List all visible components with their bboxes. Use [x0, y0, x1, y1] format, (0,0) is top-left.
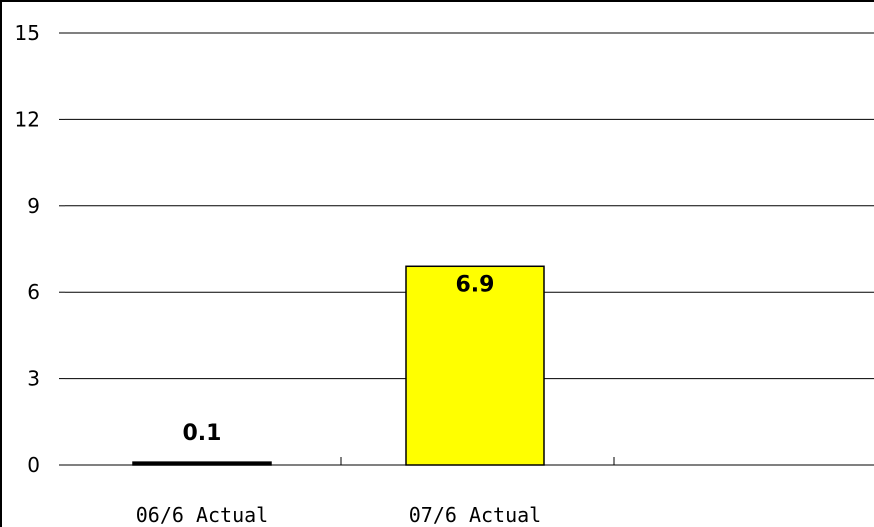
x-category-label: 07/6 Actual [409, 503, 541, 527]
y-tick-label: 9 [27, 194, 40, 218]
y-tick-label: 3 [27, 367, 40, 391]
y-axis-ticks: 0 3 6 9 12 15 [15, 21, 65, 477]
y-tick-label: 12 [15, 107, 40, 131]
y-tick-label: 15 [15, 21, 40, 45]
data-label: 6.9 [456, 272, 495, 297]
data-labels: 0.1 6.9 [183, 272, 495, 446]
x-category-label: 06/6 Actual [136, 503, 268, 527]
data-label: 0.1 [183, 421, 222, 446]
y-tick-label: 0 [27, 453, 40, 477]
x-axis-categories: 06/6 Actual 07/6 Actual [136, 457, 615, 527]
y-tick-label: 6 [27, 280, 40, 304]
